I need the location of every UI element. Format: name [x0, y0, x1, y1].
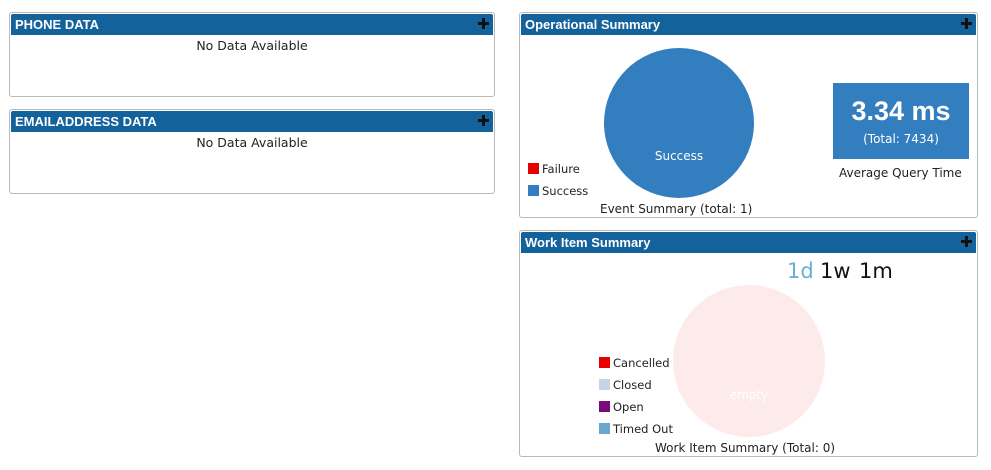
panel-title: PHONE DATA — [15, 17, 100, 32]
work-item-summary-header: Work Item Summary — [521, 232, 976, 253]
legend-label: Failure — [542, 162, 580, 176]
pie-label: empty — [730, 388, 769, 402]
emailaddress-data-panel: EMAILADDRESS DATA No Data Available — [9, 109, 495, 194]
panel-title: Operational Summary — [525, 17, 661, 32]
legend-swatch — [599, 423, 610, 434]
phone-data-panel: PHONE DATA No Data Available — [9, 12, 495, 97]
work-item-summary-pie: empty — [673, 285, 825, 437]
average-query-time-caption: Average Query Time — [839, 166, 962, 180]
legend-label: Success — [542, 184, 589, 198]
operational-summary-panel: Operational Summary Success Failure Succ… — [519, 12, 978, 218]
range-1d-tab[interactable]: 1d — [787, 259, 814, 283]
range-1m-tab[interactable]: 1m — [859, 259, 893, 283]
pie-empty — [673, 285, 825, 437]
phone-data-header: PHONE DATA — [11, 14, 493, 35]
legend-label: Cancelled — [613, 356, 670, 370]
legend-swatch — [599, 357, 610, 368]
range-1w-tab[interactable]: 1w — [820, 259, 851, 283]
panel-title: Work Item Summary — [525, 235, 651, 250]
expand-icon[interactable] — [478, 115, 489, 126]
event-summary-caption: Event Summary (total: 1) — [600, 202, 753, 216]
legend-label: Closed — [613, 378, 652, 392]
legend-swatch — [528, 185, 539, 196]
average-query-time-box: 3.34 ms (Total: 7434) — [833, 83, 969, 159]
pie-slice-success[interactable] — [604, 48, 754, 198]
expand-icon[interactable] — [478, 18, 489, 29]
legend-label: Timed Out — [613, 422, 673, 436]
event-summary-pie: Success — [604, 48, 754, 198]
metric-total: (Total: 7434) — [863, 132, 939, 146]
expand-icon[interactable] — [961, 236, 972, 247]
expand-icon[interactable] — [961, 18, 972, 29]
legend-swatch — [599, 401, 610, 412]
legend-swatch — [599, 379, 610, 390]
no-data-message: No Data Available — [196, 135, 308, 150]
legend-swatch — [528, 163, 539, 174]
legend-label: Open — [613, 400, 644, 414]
work-item-summary-panel: Work Item Summary 1d 1w 1m empty Cancell… — [519, 230, 978, 457]
work-item-summary-caption: Work Item Summary (Total: 0) — [655, 441, 836, 455]
emailaddress-data-header: EMAILADDRESS DATA — [11, 111, 493, 132]
panel-title: EMAILADDRESS DATA — [15, 114, 157, 129]
operational-summary-header: Operational Summary — [521, 14, 976, 35]
metric-value: 3.34 ms — [851, 96, 951, 126]
no-data-message: No Data Available — [196, 38, 308, 53]
pie-label: Success — [655, 149, 703, 163]
